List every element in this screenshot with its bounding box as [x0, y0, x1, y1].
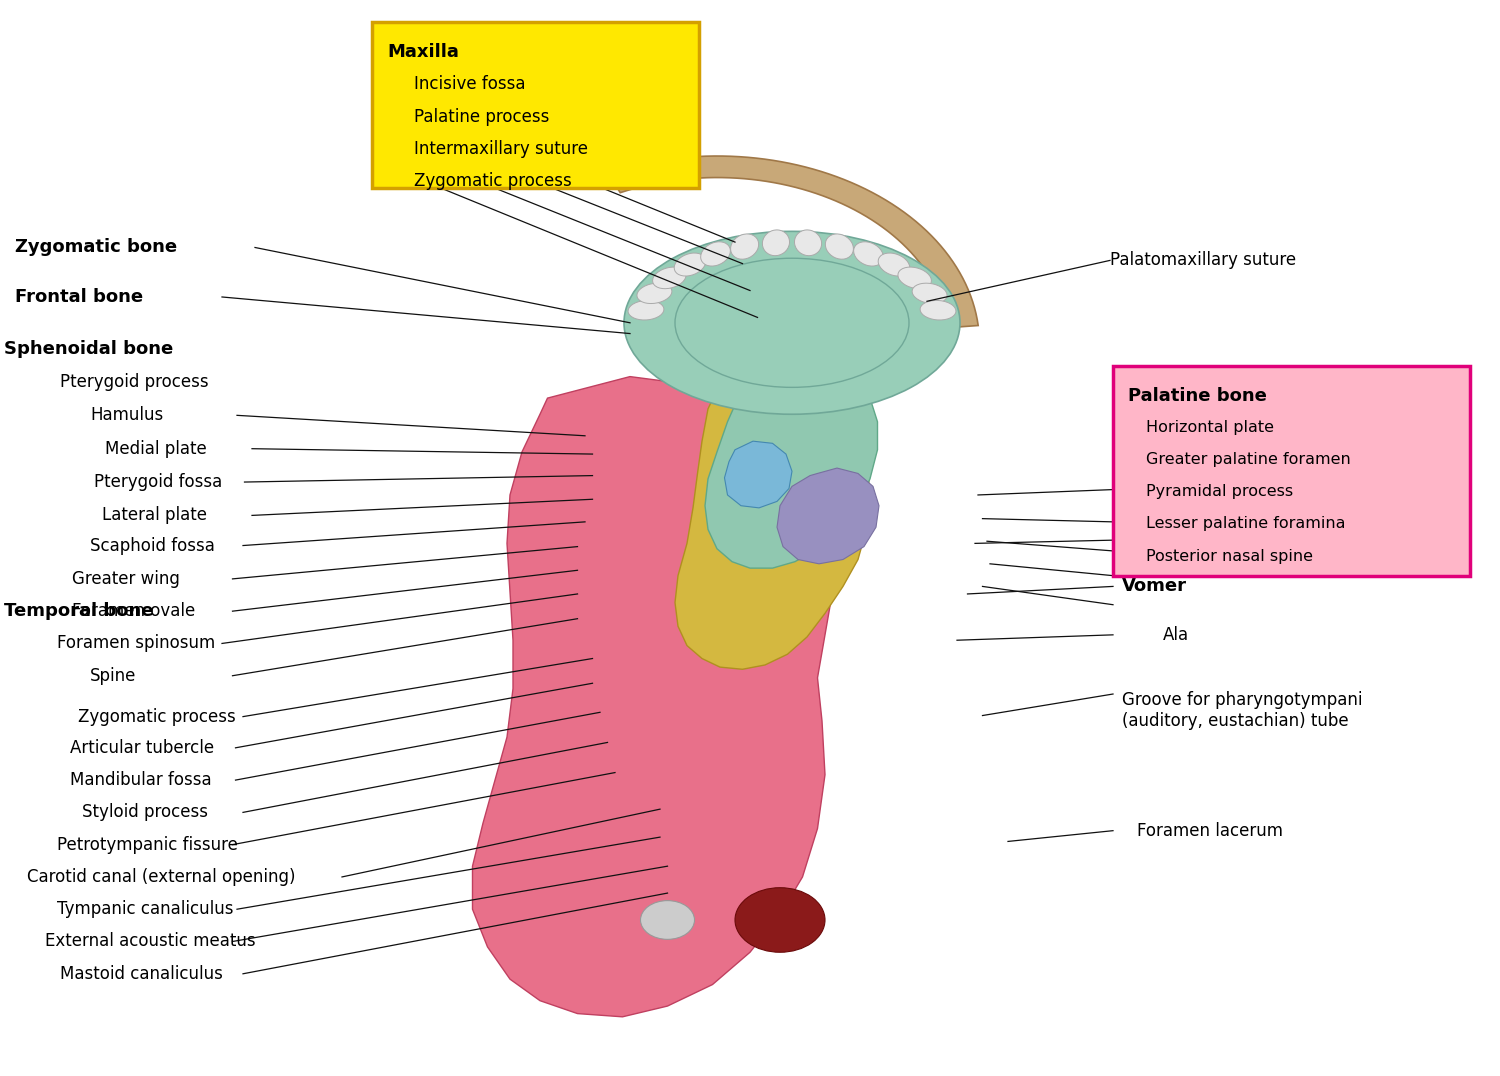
Text: Styloid process: Styloid process: [82, 804, 209, 821]
Text: Intermaxillary suture: Intermaxillary suture: [414, 140, 588, 158]
Text: Greater palatine foramen: Greater palatine foramen: [1146, 452, 1350, 467]
Text: Pyramidal process: Pyramidal process: [1146, 484, 1293, 499]
Text: Frontal bone: Frontal bone: [15, 288, 142, 306]
Text: Petrotympanic fissure: Petrotympanic fissure: [57, 836, 238, 853]
Text: Palatomaxillary suture: Palatomaxillary suture: [1110, 252, 1296, 269]
Text: Incisive fossa: Incisive fossa: [414, 75, 525, 94]
Text: Palatine bone: Palatine bone: [1128, 387, 1268, 406]
Text: Hamulus: Hamulus: [90, 407, 164, 424]
Ellipse shape: [730, 233, 759, 259]
Ellipse shape: [628, 300, 664, 320]
Ellipse shape: [675, 258, 909, 387]
Text: Sphenoidal bone: Sphenoidal bone: [4, 340, 174, 357]
Text: Posterior nasal spine: Posterior nasal spine: [1146, 549, 1312, 564]
Ellipse shape: [638, 283, 672, 303]
Text: Foramen lacerum: Foramen lacerum: [1137, 822, 1282, 839]
Text: External acoustic meatus: External acoustic meatus: [45, 933, 255, 950]
Text: Scaphoid fossa: Scaphoid fossa: [90, 537, 214, 554]
Text: Lesser palatine foramina: Lesser palatine foramina: [1146, 516, 1346, 532]
Text: Vomer: Vomer: [1122, 578, 1186, 595]
Text: Temporal bone: Temporal bone: [4, 603, 154, 620]
Text: Ala: Ala: [1162, 626, 1188, 643]
Ellipse shape: [912, 283, 946, 303]
Ellipse shape: [898, 267, 932, 288]
Text: Tympanic canaliculus: Tympanic canaliculus: [57, 901, 234, 918]
FancyBboxPatch shape: [1113, 366, 1470, 576]
Ellipse shape: [652, 267, 686, 288]
Ellipse shape: [762, 230, 789, 256]
Text: Choanae: Choanae: [1125, 532, 1198, 549]
Ellipse shape: [878, 253, 910, 277]
Text: Medial plate: Medial plate: [105, 440, 207, 457]
Polygon shape: [608, 156, 978, 328]
FancyBboxPatch shape: [372, 22, 699, 188]
Text: Pterygoid process: Pterygoid process: [60, 373, 208, 391]
Ellipse shape: [624, 231, 960, 414]
Ellipse shape: [920, 300, 956, 320]
Ellipse shape: [825, 233, 854, 259]
Text: Zygomatic process: Zygomatic process: [414, 172, 572, 190]
Polygon shape: [777, 468, 879, 564]
Text: Mastoid canaliculus: Mastoid canaliculus: [60, 965, 223, 982]
Text: Greater wing: Greater wing: [72, 570, 180, 587]
Ellipse shape: [853, 242, 883, 266]
Text: Carotid canal (external opening): Carotid canal (external opening): [27, 868, 296, 886]
Text: Lateral plate: Lateral plate: [102, 507, 207, 524]
Text: Articular tubercle: Articular tubercle: [70, 739, 214, 756]
Text: Mandibular fossa: Mandibular fossa: [70, 771, 211, 789]
Circle shape: [735, 888, 825, 952]
Text: Foramen ovale: Foramen ovale: [72, 603, 195, 620]
Text: Foramen spinosum: Foramen spinosum: [57, 635, 216, 652]
Text: Zygomatic bone: Zygomatic bone: [15, 239, 177, 256]
Text: Zygomatic process: Zygomatic process: [78, 708, 236, 725]
Ellipse shape: [674, 253, 706, 277]
Polygon shape: [675, 377, 870, 669]
Polygon shape: [705, 366, 878, 568]
Text: Pterygoid fossa: Pterygoid fossa: [94, 473, 222, 491]
Polygon shape: [724, 441, 792, 508]
Polygon shape: [472, 377, 848, 1017]
Text: Maxilla: Maxilla: [387, 43, 459, 61]
Text: Horizontal plate: Horizontal plate: [1146, 420, 1274, 435]
Text: Palatine process: Palatine process: [414, 108, 549, 126]
Ellipse shape: [700, 242, 730, 266]
Circle shape: [640, 901, 694, 939]
Text: Spine: Spine: [90, 667, 136, 684]
Text: Groove for pharyngotympani
(auditory, eustachian) tube: Groove for pharyngotympani (auditory, eu…: [1122, 691, 1362, 730]
Ellipse shape: [795, 230, 822, 256]
